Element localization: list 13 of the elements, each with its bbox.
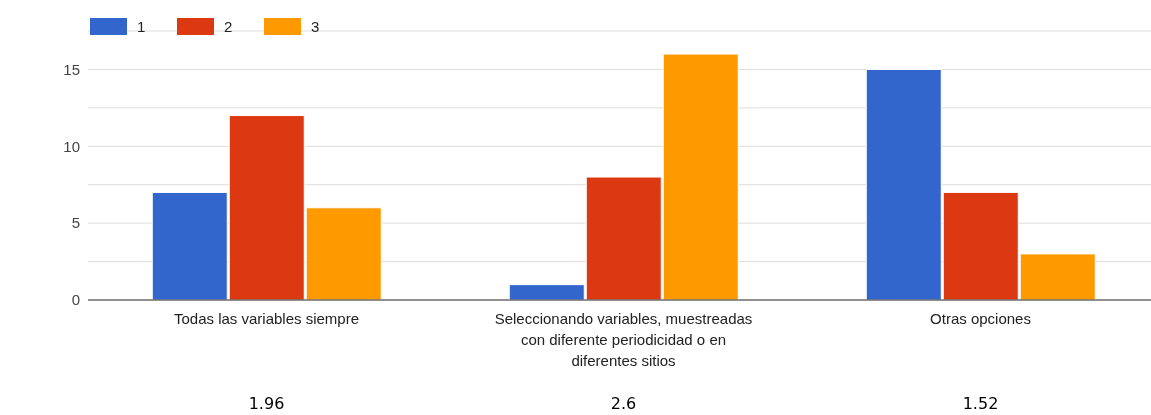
legend-label: 1	[137, 18, 146, 35]
y-tick-label: 15	[63, 60, 80, 78]
y-tick-label: 0	[71, 291, 80, 309]
x-tick-label: Todas las variables siempre	[173, 310, 360, 327]
legend-label: 3	[311, 18, 320, 35]
y-tick-label: 5	[71, 214, 80, 232]
x-tick-label: Seleccionando variables, muestreadas con diferente periodicidad o en diferentes sitios	[494, 310, 753, 369]
text: 1.52	[961, 394, 1000, 413]
text: 2.6	[609, 394, 638, 413]
legend-label: 2	[224, 18, 233, 35]
x-tick-label: Otras opciones	[930, 310, 1031, 327]
y-tick-label: 10	[63, 137, 80, 155]
text: 1.96	[247, 394, 286, 413]
